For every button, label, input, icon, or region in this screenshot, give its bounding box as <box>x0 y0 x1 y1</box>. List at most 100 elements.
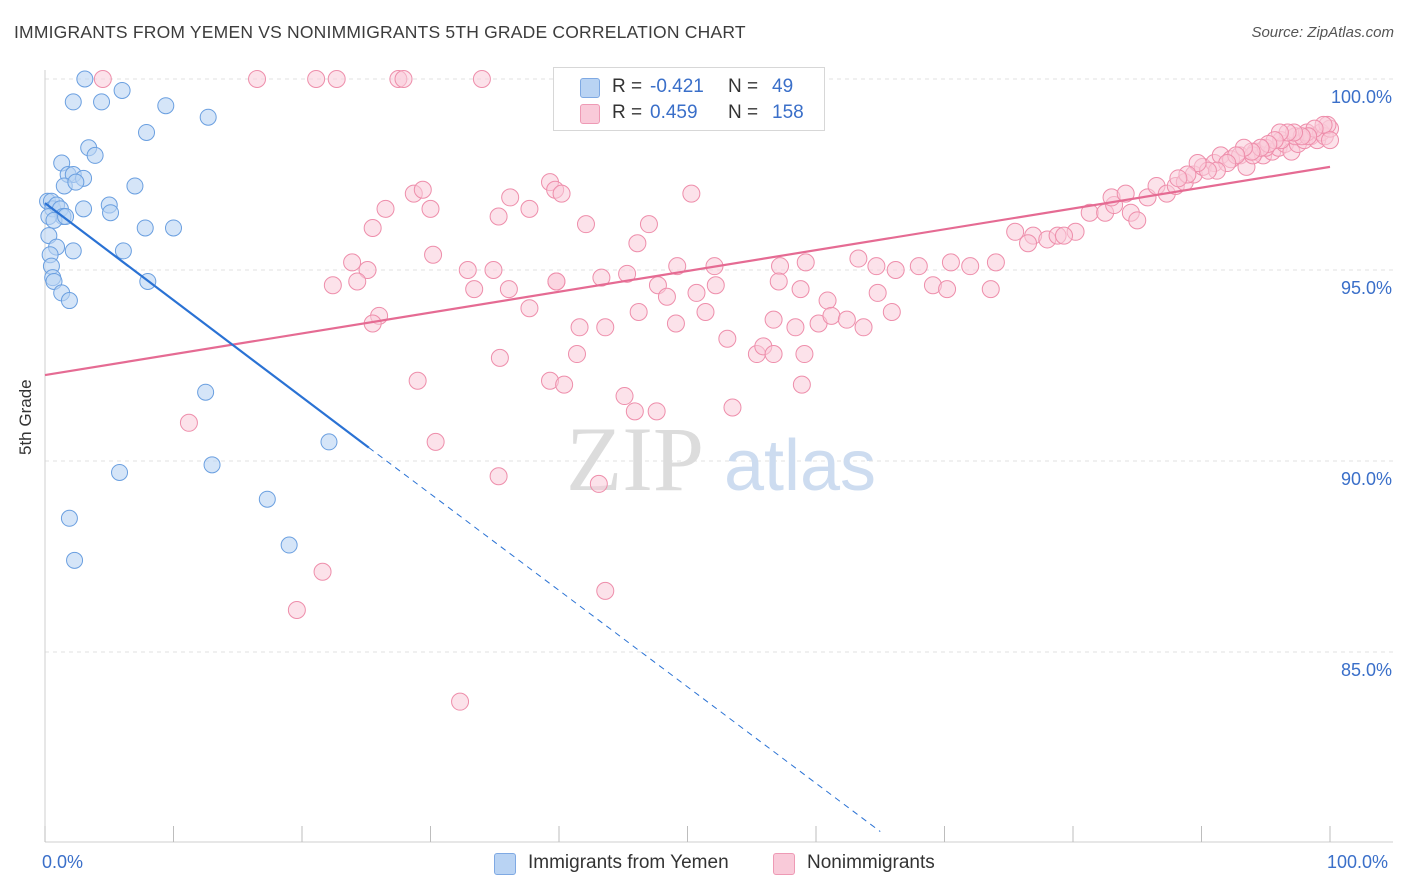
nonimmigrants-point <box>596 318 615 337</box>
yemen-point <box>102 204 120 222</box>
nonimmigrants-point <box>589 474 608 493</box>
nonimmigrants-point <box>1169 169 1188 188</box>
nonimmigrants-point <box>795 345 814 364</box>
nonimmigrants-point <box>682 184 701 203</box>
yemen-point <box>60 509 78 527</box>
nonimmigrants-point <box>1055 226 1074 245</box>
nonimmigrants-point <box>1116 184 1135 203</box>
nonimmigrants-point <box>552 184 571 203</box>
nonimmigrants-point <box>499 280 518 299</box>
yemen-points <box>39 70 338 569</box>
nonimmigrants-point <box>426 432 445 451</box>
yemen-point <box>138 123 156 141</box>
nonimmigrants-point <box>287 600 306 619</box>
legend-n-label: N = <box>728 102 759 123</box>
nonimmigrants-points <box>93 70 1339 711</box>
yemen-point <box>197 383 215 401</box>
nonimmigrants-point <box>628 234 647 253</box>
x-tick-max: 100.0% <box>1327 852 1389 872</box>
yemen-point <box>114 242 132 260</box>
bottom-legend-label-nonimmigrants: Nonimmigrants <box>807 852 935 873</box>
bottom-legend-swatch-yemen <box>494 853 516 875</box>
nonimmigrants-point <box>555 375 574 394</box>
nonimmigrants-point <box>313 562 332 581</box>
nonimmigrants-point <box>179 413 198 432</box>
nonimmigrants-point <box>472 70 491 88</box>
nonimmigrants-point <box>307 70 326 88</box>
nonimmigrants-point <box>615 387 634 406</box>
watermark-atlas: atlas <box>724 426 876 506</box>
nonimmigrants-point <box>771 257 790 276</box>
nonimmigrants-point <box>822 306 841 325</box>
nonimmigrants-point <box>792 375 811 394</box>
watermark-zip: ZIP <box>566 408 704 510</box>
nonimmigrants-point <box>796 253 815 272</box>
yemen-point <box>60 292 78 310</box>
legend-row-yemen: R = -0.421 N = 49 <box>554 75 824 101</box>
yemen-point <box>199 108 217 126</box>
nonimmigrants-point <box>394 70 413 88</box>
nonimmigrants-point <box>986 253 1005 272</box>
nonimmigrants-point <box>327 70 346 88</box>
nonimmigrants-point <box>764 310 783 329</box>
legend-r-value: -0.421 <box>650 76 704 97</box>
nonimmigrants-point <box>408 371 427 390</box>
yemen-point <box>111 463 129 481</box>
nonimmigrants-point <box>248 70 267 88</box>
nonimmigrants-point <box>818 291 837 310</box>
nonimmigrants-point <box>1188 154 1207 173</box>
legend-n-value: 49 <box>772 76 794 97</box>
nonimmigrants-point <box>868 283 887 302</box>
x-tick-min: 0.0% <box>42 852 84 872</box>
nonimmigrants-point <box>723 398 742 417</box>
nonimmigrants-point <box>647 402 666 421</box>
nonimmigrants-point <box>348 272 367 291</box>
nonimmigrants-point <box>764 345 783 364</box>
y-tick-90: 90.0% <box>1340 469 1392 489</box>
nonimmigrants-point <box>981 280 1000 299</box>
nonimmigrants-point <box>1321 131 1339 150</box>
nonimmigrants-point <box>854 318 873 337</box>
yemen-point <box>126 177 144 195</box>
nonimmigrants-point <box>465 280 484 299</box>
nonimmigrants-point <box>520 299 539 318</box>
nonimmigrants-point <box>1128 211 1147 230</box>
nonimmigrants-point <box>882 303 901 322</box>
nonimmigrants-point <box>618 264 637 283</box>
nonimmigrants-point <box>909 257 928 276</box>
nonimmigrants-point <box>376 199 395 218</box>
nonimmigrants-point <box>718 329 737 348</box>
nonimmigrants-point <box>343 253 362 272</box>
nonimmigrants-point <box>687 283 706 302</box>
nonimmigrants-point <box>867 257 886 276</box>
nonimmigrants-point <box>961 257 980 276</box>
nonimmigrants-point <box>629 303 648 322</box>
stats-legend: R = -0.421 N = 49 R = 0.459 N = 158 <box>553 67 825 131</box>
nonimmigrants-point <box>666 314 685 333</box>
yemen-point <box>64 242 82 260</box>
nonimmigrants-point <box>413 180 432 199</box>
nonimmigrants-point <box>484 261 503 279</box>
nonimmigrants-point <box>696 303 715 322</box>
trend-lines <box>44 165 1331 832</box>
nonimmigrants-point <box>490 348 509 367</box>
nonimmigrants-point <box>886 261 905 279</box>
yemen-point <box>320 433 338 451</box>
nonimmigrants-point <box>363 218 382 237</box>
nonimmigrants-point <box>596 581 615 600</box>
nonimmigrants-point <box>657 287 676 306</box>
legend-swatch-nonimmigrants <box>580 104 600 124</box>
nonimmigrants-point <box>424 245 443 264</box>
watermark: ZIP atlas <box>566 408 876 510</box>
yemen-point <box>75 200 93 218</box>
yemen-point <box>76 70 94 88</box>
nonimmigrants-point <box>570 318 589 337</box>
yemen-point <box>280 536 298 554</box>
nonimmigrants-point <box>358 261 377 279</box>
yemen-point <box>157 97 175 115</box>
yemen-point <box>86 146 104 164</box>
legend-r-label: R = <box>612 102 643 123</box>
nonimmigrants-point <box>639 215 658 234</box>
y-tick-100: 100.0% <box>1330 87 1392 107</box>
nonimmigrants-point <box>837 310 856 329</box>
